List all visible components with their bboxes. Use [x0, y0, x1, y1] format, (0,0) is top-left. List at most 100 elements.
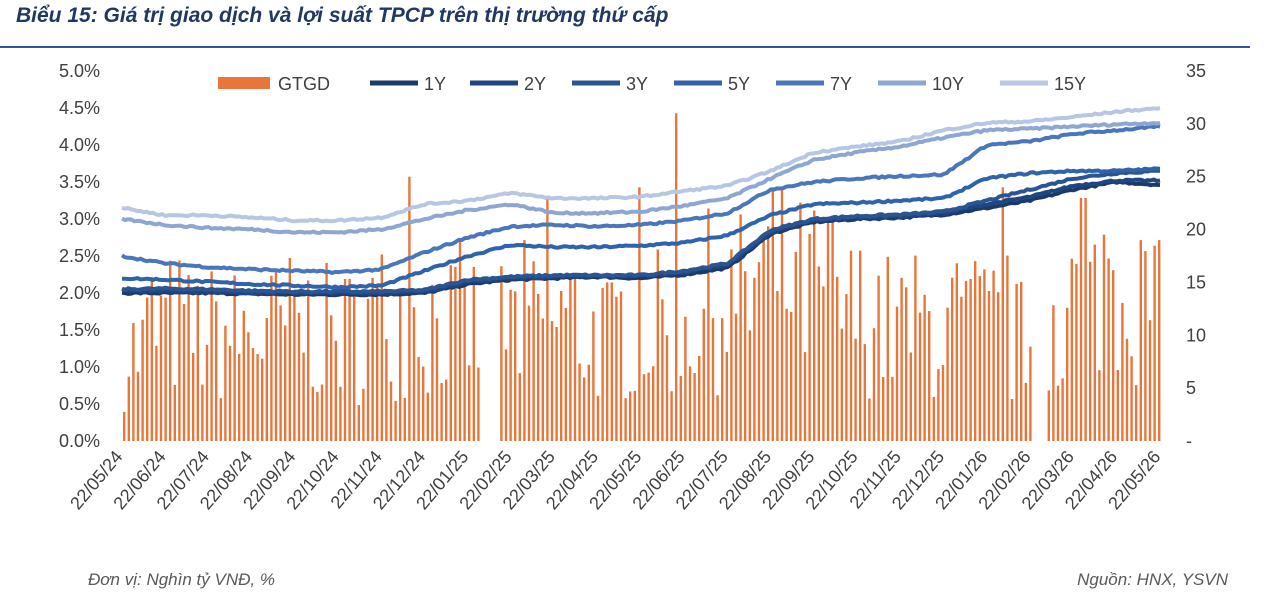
gtgd-bar — [840, 328, 843, 441]
gtgd-bar — [348, 278, 351, 441]
gtgd-bar — [132, 322, 135, 441]
gtgd-bar — [362, 388, 365, 441]
gtgd-bar — [146, 297, 149, 441]
gtgd-bar — [178, 260, 181, 441]
gtgd-bar — [192, 352, 195, 441]
gtgd-bar — [1158, 240, 1161, 441]
gtgd-bar — [164, 297, 167, 441]
gtgd-bar — [325, 262, 328, 441]
gtgd-bar — [583, 377, 586, 441]
gtgd-bar — [1047, 390, 1050, 441]
gtgd-bar — [836, 276, 839, 441]
gtgd-bar — [596, 395, 600, 441]
gtgd-bar — [449, 265, 452, 441]
gtgd-bar — [790, 312, 793, 441]
gtgd-bar — [633, 390, 636, 441]
gtgd-bar — [707, 208, 710, 441]
gtgd-bar — [1010, 399, 1014, 441]
gtgd-bar — [785, 308, 788, 441]
y-left-tick-label: 2.0% — [59, 283, 100, 303]
gtgd-bar — [928, 311, 931, 441]
gtgd-bar — [215, 301, 218, 441]
gtgd-bar — [1135, 385, 1138, 441]
gtgd-bar — [587, 364, 590, 441]
y-left-tick-label: 0.5% — [59, 394, 100, 414]
gtgd-bar — [578, 363, 581, 441]
gtgd-bar — [270, 275, 273, 441]
gtgd-bar — [1130, 356, 1133, 441]
gtgd-bar — [385, 339, 388, 441]
gtgd-bar — [932, 396, 935, 441]
gtgd-bar — [514, 291, 517, 441]
gtgd-bar — [1001, 187, 1004, 441]
gtgd-bar — [997, 292, 1000, 441]
gtgd-bar — [721, 318, 724, 441]
gtgd-bar — [523, 240, 526, 441]
gtgd-bar — [242, 310, 245, 441]
gtgd-bar — [606, 282, 609, 441]
unit-note: Đơn vị: Nghìn tỷ VNĐ, % — [88, 570, 275, 589]
gtgd-bar — [684, 316, 687, 441]
gtgd-bar — [573, 276, 577, 441]
gtgd-bar — [247, 332, 250, 441]
gtgd-bar — [357, 405, 360, 441]
gtgd-bar — [1020, 281, 1023, 441]
gtgd-bar — [895, 306, 899, 441]
gtgd-bar — [564, 307, 567, 441]
gtgd-bar — [307, 280, 310, 441]
gtgd-bar — [918, 312, 922, 441]
gtgd-bar — [767, 226, 770, 441]
gtgd-bar — [376, 286, 379, 441]
gtgd-bar — [426, 392, 429, 441]
legend-label-15y: 15Y — [1054, 74, 1086, 94]
gtgd-bar — [859, 250, 862, 441]
gtgd-bar — [647, 372, 650, 441]
gtgd-bar — [274, 269, 278, 441]
gtgd-bar — [297, 312, 301, 441]
gtgd-bar — [339, 386, 342, 441]
gtgd-bar — [408, 176, 411, 441]
gtgd-bar — [983, 269, 986, 441]
gtgd-bar — [661, 299, 664, 441]
y-left-tick-label: 3.0% — [59, 209, 100, 229]
gtgd-bar — [422, 366, 425, 441]
legend-label-gtgd: GTGD — [278, 74, 330, 94]
y-left-tick-label: 3.5% — [59, 172, 100, 192]
gtgd-bar — [454, 266, 457, 441]
gtgd-bar — [136, 371, 140, 441]
gtgd-bar — [187, 275, 190, 441]
y-right-tick-label: 25 — [1186, 167, 1206, 187]
gtgd-bar — [334, 340, 337, 441]
gtgd-bar — [256, 354, 259, 441]
gtgd-bar — [219, 398, 222, 441]
legend-label-10y: 10Y — [932, 74, 964, 94]
gtgd-bar — [412, 307, 416, 441]
gtgd-bar — [1093, 244, 1096, 441]
gtgd-bar — [753, 277, 756, 441]
gtgd-bar — [293, 293, 296, 441]
gtgd-bar — [656, 249, 659, 441]
legend-label-5y: 5Y — [728, 74, 750, 94]
gtgd-bar — [757, 262, 761, 441]
gtgd-bar — [831, 218, 834, 441]
gtgd-bar — [679, 376, 682, 441]
gtgd-bar — [1144, 251, 1147, 441]
gtgd-bar — [799, 202, 802, 441]
gtgd-bar — [560, 291, 563, 441]
y-right-tick-label: 20 — [1186, 220, 1206, 240]
y-left-tick-label: 0.0% — [59, 431, 100, 451]
gtgd-bar — [141, 319, 144, 441]
gtgd-bar — [1102, 234, 1106, 441]
gtgd-bar — [417, 357, 420, 441]
gtgd-bar — [389, 381, 393, 441]
gtgd-bar — [1153, 245, 1156, 441]
gtgd-bar — [210, 271, 213, 441]
gtgd-bar — [150, 277, 153, 441]
gtgd-bar — [610, 282, 613, 441]
gtgd-bar — [371, 278, 374, 441]
gtgd-bar — [343, 279, 347, 441]
gtgd-bar — [1024, 382, 1027, 441]
gtgd-bar — [1112, 270, 1115, 441]
gtgd-bar — [445, 379, 448, 441]
gtgd-bar — [776, 290, 779, 441]
